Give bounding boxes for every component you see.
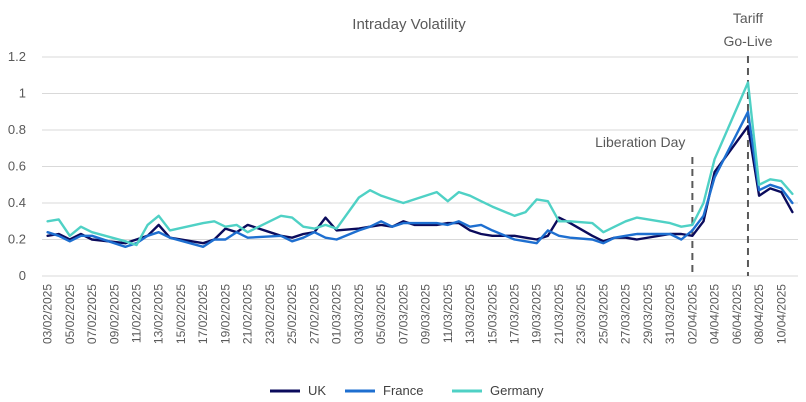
x-tick-label: 02/04/2025 — [685, 284, 699, 344]
x-tick-label: 17/02/2025 — [196, 284, 210, 344]
x-tick-label: 27/03/2025 — [619, 284, 633, 344]
x-tick-label: 23/02/2025 — [263, 284, 277, 344]
x-tick-label: 19/02/2025 — [218, 284, 232, 344]
series-lines — [46, 81, 794, 249]
x-tick-label: 17/03/2025 — [508, 284, 522, 344]
event-annotations: Liberation Day Tariff Go-Live — [595, 10, 773, 276]
x-tick-label: 05/03/2025 — [374, 284, 388, 344]
y-tick-label: 0.6 — [8, 159, 26, 174]
x-tick-label: 04/04/2025 — [708, 284, 722, 344]
x-tick-label: 23/03/2025 — [574, 284, 588, 344]
annotation-label: Tariff — [733, 10, 763, 26]
x-tick-label: 31/03/2025 — [663, 284, 677, 344]
x-tick-label: 15/03/2025 — [485, 284, 499, 344]
x-tick-label: 19/03/2025 — [530, 284, 544, 344]
x-tick-label: 09/03/2025 — [419, 284, 433, 344]
x-tick-label: 29/03/2025 — [641, 284, 655, 344]
y-tick-label: 0.4 — [8, 195, 26, 210]
x-tick-label: 08/04/2025 — [752, 284, 766, 344]
legend-label: UK — [308, 383, 326, 398]
x-tick-label: 15/02/2025 — [174, 284, 188, 344]
chart-title: Intraday Volatility — [352, 16, 466, 33]
legend: UK France Germany — [270, 383, 544, 398]
legend-label: Germany — [490, 383, 544, 398]
x-tick-label: 21/02/2025 — [241, 284, 255, 344]
x-axis-ticks: 03/02/2025 05/02/2025 07/02/2025 09/02/2025… — [41, 284, 789, 344]
x-tick-label: 09/02/2025 — [107, 284, 121, 344]
x-tick-label: 07/02/2025 — [85, 284, 99, 344]
y-axis-ticks: 0 0.2 0.4 0.6 0.8 1 1.2 — [8, 49, 26, 283]
series-line-france — [46, 110, 794, 249]
x-tick-label: 10/04/2025 — [774, 284, 788, 344]
annotation-label: Go-Live — [723, 33, 772, 49]
x-tick-label: 13/03/2025 — [463, 284, 477, 344]
x-tick-label: 11/02/2025 — [130, 284, 144, 343]
annotation-label: Liberation Day — [595, 134, 685, 150]
y-tick-label: 1.2 — [8, 49, 26, 64]
x-tick-label: 01/03/2025 — [330, 284, 344, 344]
x-tick-label: 25/03/2025 — [596, 284, 610, 344]
y-tick-label: 0.2 — [8, 232, 26, 247]
legend-label: France — [383, 383, 423, 398]
series-line-germany — [46, 81, 794, 247]
gridlines — [42, 56, 798, 277]
x-tick-label: 11/03/2025 — [441, 284, 455, 343]
x-tick-label: 27/02/2025 — [307, 284, 321, 344]
y-tick-label: 1 — [19, 86, 26, 101]
x-tick-label: 25/02/2025 — [285, 284, 299, 344]
y-tick-label: 0.8 — [8, 122, 26, 137]
x-tick-label: 13/02/2025 — [152, 284, 166, 344]
x-tick-label: 21/03/2025 — [552, 284, 566, 344]
y-tick-label: 0 — [19, 268, 26, 283]
x-tick-label: 07/03/2025 — [396, 284, 410, 344]
x-tick-label: 03/03/2025 — [352, 284, 366, 344]
x-tick-label: 05/02/2025 — [63, 284, 77, 344]
x-tick-label: 03/02/2025 — [41, 284, 55, 344]
x-tick-label: 06/04/2025 — [730, 284, 744, 344]
